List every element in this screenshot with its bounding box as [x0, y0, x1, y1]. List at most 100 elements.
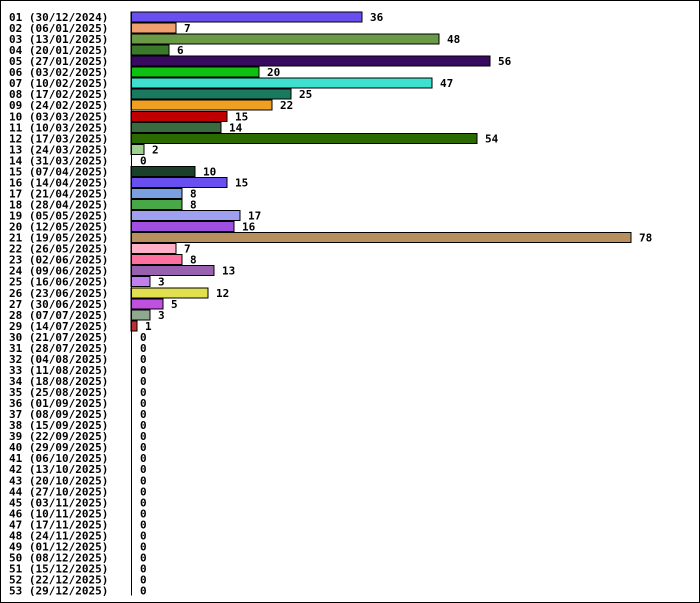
category-label-28: 28 (07/07/2025) [9, 309, 108, 322]
category-label-13: 13 (24/03/2025) [9, 143, 108, 156]
category-label-7: 07 (10/02/2025) [9, 77, 108, 90]
value-label-36: 0 [140, 397, 147, 410]
value-label-13: 2 [152, 143, 159, 156]
category-label-2: 02 (06/01/2025) [9, 22, 108, 35]
value-label-4: 6 [177, 44, 184, 57]
bar-17 [130, 188, 183, 199]
value-label-18: 8 [190, 199, 197, 212]
category-label-41: 41 (06/10/2025) [9, 452, 108, 465]
bar-24 [130, 265, 215, 277]
value-label-48: 0 [140, 529, 147, 542]
bar-19 [130, 210, 241, 221]
bar-23 [130, 254, 183, 266]
category-label-32: 32 (04/08/2025) [9, 353, 108, 366]
value-label-45: 0 [140, 496, 147, 509]
value-label-8: 25 [299, 88, 312, 101]
category-label-48: 48 (24/11/2025) [9, 529, 108, 542]
bar-21 [130, 232, 632, 244]
bar-2 [130, 22, 177, 34]
value-label-21: 78 [639, 232, 652, 245]
value-label-29: 1 [145, 320, 152, 333]
bar-3 [130, 33, 440, 45]
bar-16 [130, 176, 228, 188]
category-label-40: 40 (29/09/2025) [9, 441, 108, 454]
category-label-1: 01 (30/12/2024) [9, 11, 108, 24]
category-label-20: 20 (12/05/2025) [9, 221, 108, 234]
value-label-3: 48 [447, 33, 460, 46]
category-label-9: 09 (24/02/2025) [9, 99, 108, 112]
category-label-49: 49 (01/12/2025) [9, 540, 108, 553]
category-label-30: 30 (21/07/2025) [9, 331, 108, 344]
value-label-39: 0 [140, 430, 147, 443]
value-label-52: 0 [140, 574, 147, 587]
bar-12 [130, 132, 478, 144]
bar-8 [130, 88, 292, 100]
category-label-34: 34 (18/08/2025) [9, 375, 108, 388]
bar-1 [130, 11, 363, 23]
category-label-8: 08 (17/02/2025) [9, 88, 108, 101]
value-label-6: 20 [267, 66, 280, 79]
bar-28 [130, 309, 151, 321]
value-label-2: 7 [184, 22, 191, 35]
category-label-6: 06 (03/02/2025) [9, 66, 108, 79]
category-label-50: 50 (08/12/2025) [9, 552, 108, 565]
value-label-53: 0 [140, 585, 147, 598]
category-label-27: 27 (30/06/2025) [9, 298, 108, 311]
value-label-7: 47 [440, 77, 453, 90]
value-label-17: 8 [190, 188, 197, 201]
value-label-27: 5 [171, 298, 178, 311]
category-label-3: 03 (13/01/2025) [9, 33, 108, 46]
category-label-36: 36 (01/09/2025) [9, 397, 108, 410]
category-label-17: 17 (21/04/2025) [9, 188, 108, 201]
value-label-33: 0 [140, 364, 147, 377]
category-label-15: 15 (07/04/2025) [9, 165, 108, 178]
value-label-24: 13 [222, 265, 235, 278]
value-label-5: 56 [498, 55, 512, 68]
category-label-33: 33 (11/08/2025) [9, 364, 108, 377]
bar-25 [130, 276, 151, 288]
bar-27 [130, 298, 164, 310]
category-label-23: 23 (02/06/2025) [9, 254, 108, 267]
value-label-40: 0 [140, 441, 147, 454]
value-label-10: 15 [235, 110, 248, 123]
category-label-5: 05 (27/01/2025) [9, 55, 108, 68]
value-label-42: 0 [140, 463, 147, 476]
value-label-35: 0 [140, 386, 147, 399]
value-label-25: 3 [158, 276, 165, 289]
value-label-37: 0 [140, 408, 147, 421]
value-label-16: 15 [235, 176, 248, 189]
bar-20 [130, 221, 235, 233]
bar-15 [130, 165, 196, 177]
category-label-21: 21 (19/05/2025) [9, 232, 108, 245]
category-label-12: 12 (17/03/2025) [9, 132, 108, 145]
category-label-37: 37 (08/09/2025) [9, 408, 108, 421]
value-labels: 3674865620472522151454201015881716787813… [140, 11, 652, 598]
category-label-44: 44 (27/10/2025) [9, 485, 108, 498]
value-label-28: 3 [158, 309, 165, 322]
category-label-4: 04 (20/01/2025) [9, 44, 108, 57]
category-label-22: 22 (26/05/2025) [9, 243, 108, 256]
category-label-19: 19 (05/05/2025) [9, 210, 108, 223]
bar-6 [130, 66, 260, 78]
bar-7 [130, 77, 433, 89]
category-label-16: 16 (14/04/2025) [9, 176, 108, 189]
bar-4 [130, 44, 170, 56]
category-label-24: 24 (09/06/2025) [9, 265, 108, 278]
value-label-38: 0 [140, 419, 147, 432]
value-label-14: 0 [140, 154, 147, 167]
category-label-18: 18 (28/04/2025) [9, 199, 108, 212]
value-label-23: 8 [190, 254, 197, 267]
category-label-51: 51 (15/12/2025) [9, 563, 108, 576]
bar-26 [130, 287, 209, 299]
value-label-1: 36 [370, 11, 384, 24]
category-label-42: 42 (13/10/2025) [9, 463, 108, 476]
category-label-29: 29 (14/07/2025) [9, 320, 108, 333]
bar-10 [130, 110, 228, 122]
category-label-31: 31 (28/07/2025) [9, 342, 108, 355]
category-label-52: 52 (22/12/2025) [9, 574, 108, 587]
value-label-43: 0 [140, 474, 147, 487]
value-label-44: 0 [140, 485, 147, 498]
category-label-25: 25 (16/06/2025) [9, 276, 108, 289]
category-label-45: 45 (03/11/2025) [9, 496, 108, 509]
